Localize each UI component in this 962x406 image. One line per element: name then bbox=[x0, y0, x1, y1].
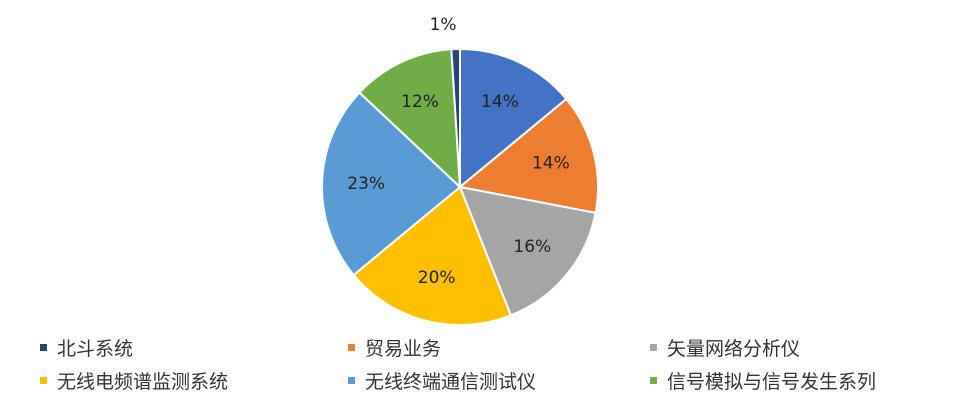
slice-16 bbox=[458, 185, 597, 317]
legend-item-vna: 矢量网络分析仪 bbox=[650, 334, 800, 361]
legend-swatch-trade bbox=[348, 344, 355, 351]
legend-item-trade: 贸易业务 bbox=[348, 334, 441, 361]
legend-item-spectrum: 无线电频谱监测系统 bbox=[40, 367, 228, 394]
slice-14-b-label: 14% bbox=[532, 154, 570, 174]
slice-14-b bbox=[457, 97, 599, 215]
slice-12-label: 12% bbox=[401, 92, 439, 112]
slice-12 bbox=[357, 48, 462, 190]
slice-20-label: 20% bbox=[418, 268, 456, 288]
slice-16-label: 16% bbox=[513, 237, 551, 257]
legend-swatch-beidou bbox=[40, 344, 47, 351]
legend-label-beidou: 北斗系统 bbox=[57, 338, 134, 360]
legend-item-signal: 信号模拟与信号发生系列 bbox=[650, 367, 876, 394]
slice-23-label: 23% bbox=[347, 174, 385, 194]
legend-swatch-spectrum bbox=[40, 377, 47, 384]
pie-plot-area: 14% 14% 16% 20% 23% 12% 1% bbox=[321, 15, 599, 326]
chart-legend: 北斗系统 贸易业务 矢量网络分析仪 无线电频谱监测系统 无线终端通信测试仪 信号… bbox=[0, 330, 962, 400]
slice-1-label: 1% bbox=[430, 15, 457, 35]
slice-23 bbox=[321, 91, 462, 277]
legend-label-vna: 矢量网络分析仪 bbox=[667, 338, 801, 360]
legend-item-terminal: 无线终端通信测试仪 bbox=[348, 367, 536, 394]
legend-label-trade: 贸易业务 bbox=[365, 338, 442, 360]
legend-item-beidou: 北斗系统 bbox=[40, 334, 133, 361]
slice-14-a bbox=[459, 47, 568, 190]
legend-swatch-terminal bbox=[348, 377, 355, 384]
legend-label-signal: 信号模拟与信号发生系列 bbox=[667, 371, 877, 393]
legend-label-spectrum: 无线电频谱监测系统 bbox=[57, 371, 229, 393]
legend-label-terminal: 无线终端通信测试仪 bbox=[365, 371, 537, 393]
slice-20 bbox=[352, 185, 513, 326]
legend-swatch-signal bbox=[650, 377, 657, 384]
slice-1 bbox=[450, 47, 461, 188]
legend-swatch-vna bbox=[650, 344, 657, 351]
slice-14-a-label: 14% bbox=[481, 92, 519, 112]
